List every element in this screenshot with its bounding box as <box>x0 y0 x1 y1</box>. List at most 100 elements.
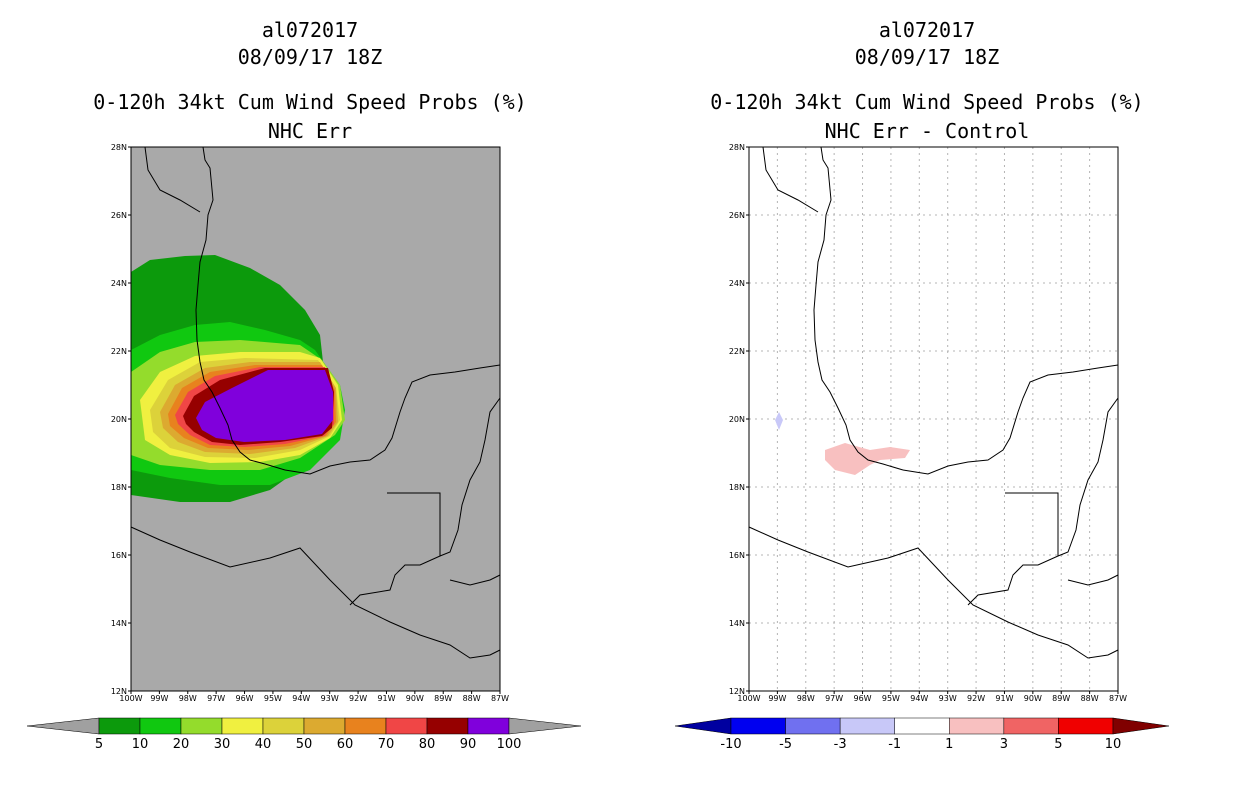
colorbar-over-triangle <box>1112 717 1170 735</box>
belize-honduras-coast-right <box>1067 574 1119 586</box>
right-gridlines <box>749 147 1118 691</box>
colorbar-label: 40 <box>255 737 272 752</box>
lon-tick-label: 87W <box>1109 694 1127 703</box>
right-coastlines <box>748 146 1119 659</box>
left-title-subtitle: NHC Err <box>267 119 353 143</box>
colorbar-label: 5 <box>1054 737 1062 752</box>
lat-tick-label: 22N <box>111 347 127 356</box>
left-longitude-axis: 100W 99W 98W 97W 96W 95W 94W 93W 92W 91W 90W 89W 88W… <box>119 691 509 703</box>
lat-tick-label: 22N <box>729 347 745 356</box>
lon-tick-label: 96W <box>235 694 253 703</box>
left-title-product: 0-120h 34kt Cum Wind Speed Probs (%) <box>93 90 527 114</box>
lon-tick-label: 88W <box>463 694 481 703</box>
belize-honduras-coast <box>449 574 501 586</box>
pacific-coast <box>130 526 501 659</box>
lon-tick-label: 96W <box>853 694 871 703</box>
colorbar-label: 50 <box>296 737 313 752</box>
left-colorbar: 5 10 20 30 40 50 60 70 80 90 100 <box>26 717 582 752</box>
texas-inland-border-right <box>762 146 819 213</box>
prob-90-100-contour <box>196 370 333 442</box>
pacific-coast-right <box>748 526 1119 659</box>
left-coastlines <box>130 146 501 659</box>
colorbar-swatch <box>949 717 1005 735</box>
colorbar-label: -3 <box>834 737 847 752</box>
lon-tick-label: 95W <box>882 694 900 703</box>
colorbar-label: 70 <box>378 737 395 752</box>
colorbar-label: 20 <box>173 737 190 752</box>
colorbar-label: 10 <box>1105 737 1122 752</box>
lat-tick-label: 26N <box>111 211 127 220</box>
lon-tick-label: 93W <box>939 694 957 703</box>
lon-tick-label: 98W <box>797 694 815 703</box>
lon-tick-label: 95W <box>264 694 282 703</box>
colorbar-label: 100 <box>497 737 522 752</box>
right-title-subtitle: NHC Err - Control <box>824 119 1030 143</box>
left-latitude-axis: 28N 26N 24N 22N 20N 18N 16N 14N 12N <box>111 143 131 696</box>
lon-tick-label: 92W <box>349 694 367 703</box>
right-title-product: 0-120h 34kt Cum Wind Speed Probs (%) <box>710 90 1144 114</box>
guatemala-border-right <box>967 492 1059 606</box>
left-title-storm-id: al072017 <box>261 18 359 42</box>
lat-tick-label: 24N <box>111 279 127 288</box>
guatemala-border <box>349 492 441 606</box>
lon-tick-label: 99W <box>768 694 786 703</box>
gulf-coast-south-right <box>902 364 1119 475</box>
diff-negative-1-3-contour <box>775 412 783 430</box>
lon-tick-label: 89W <box>434 694 452 703</box>
colorbar-over-triangle <box>508 717 582 735</box>
colorbar-label: 3 <box>1000 737 1008 752</box>
lat-tick-label: 18N <box>111 483 127 492</box>
right-colorbar: -10 -5 -3 -1 1 3 5 10 <box>674 717 1170 752</box>
lon-tick-label: 93W <box>321 694 339 703</box>
colorbar-swatch <box>1003 717 1059 735</box>
colorbar-swatch <box>839 717 895 735</box>
texas-inland-border <box>144 146 201 213</box>
right-latitude-axis: 28N 26N 24N 22N 20N 18N 16N 14N 12N <box>729 143 749 696</box>
lat-tick-label: 28N <box>111 143 127 152</box>
colorbar-label: 90 <box>460 737 477 752</box>
lon-tick-label: 100W <box>737 694 760 703</box>
colorbar-label: 60 <box>337 737 354 752</box>
colorbar-label: 1 <box>945 737 953 752</box>
lon-tick-label: 87W <box>491 694 509 703</box>
lat-tick-label: 20N <box>729 415 745 424</box>
colorbar-label: -5 <box>779 737 792 752</box>
colorbar-swatch <box>785 717 841 735</box>
colorbar-swatch <box>730 717 786 735</box>
yucatan-east-coast <box>439 397 501 557</box>
lat-tick-label: 18N <box>729 483 745 492</box>
colorbar-swatch <box>894 717 950 735</box>
colorbar-label: 30 <box>214 737 231 752</box>
lat-tick-label: 14N <box>111 619 127 628</box>
gulf-coast-south <box>284 364 501 475</box>
lon-tick-label: 89W <box>1052 694 1070 703</box>
right-title-datetime: 08/09/17 18Z <box>854 45 1000 69</box>
left-title-datetime: 08/09/17 18Z <box>237 45 383 69</box>
lat-tick-label: 16N <box>111 551 127 560</box>
colorbar-label: -10 <box>720 737 741 752</box>
lon-tick-label: 97W <box>825 694 843 703</box>
lat-tick-label: 26N <box>729 211 745 220</box>
lon-tick-label: 90W <box>406 694 424 703</box>
left-probability-contours <box>131 255 345 502</box>
lat-tick-label: 16N <box>729 551 745 560</box>
gulf-coast-west-right <box>813 146 904 471</box>
right-title-storm-id: al072017 <box>878 18 976 42</box>
colorbar-under-triangle <box>674 717 732 735</box>
colorbar-label: 10 <box>132 737 149 752</box>
lon-tick-label: 92W <box>967 694 985 703</box>
lon-tick-label: 99W <box>150 694 168 703</box>
lat-tick-label: 28N <box>729 143 745 152</box>
colorbar-label: 5 <box>95 737 103 752</box>
lon-tick-label: 88W <box>1081 694 1099 703</box>
lon-tick-label: 94W <box>910 694 928 703</box>
lon-tick-label: 91W <box>995 694 1013 703</box>
lon-tick-label: 91W <box>377 694 395 703</box>
yucatan-east-coast-right <box>1057 397 1119 557</box>
lat-tick-label: 12N <box>111 687 127 696</box>
lat-tick-label: 24N <box>729 279 745 288</box>
gulf-coast-west <box>195 146 286 471</box>
right-longitude-axis: 100W 99W 98W 97W 96W 95W 94W 93W 92W 91W 90W 89W 88W… <box>737 691 1127 703</box>
lon-tick-label: 94W <box>292 694 310 703</box>
colorbar-label: -1 <box>888 737 901 752</box>
